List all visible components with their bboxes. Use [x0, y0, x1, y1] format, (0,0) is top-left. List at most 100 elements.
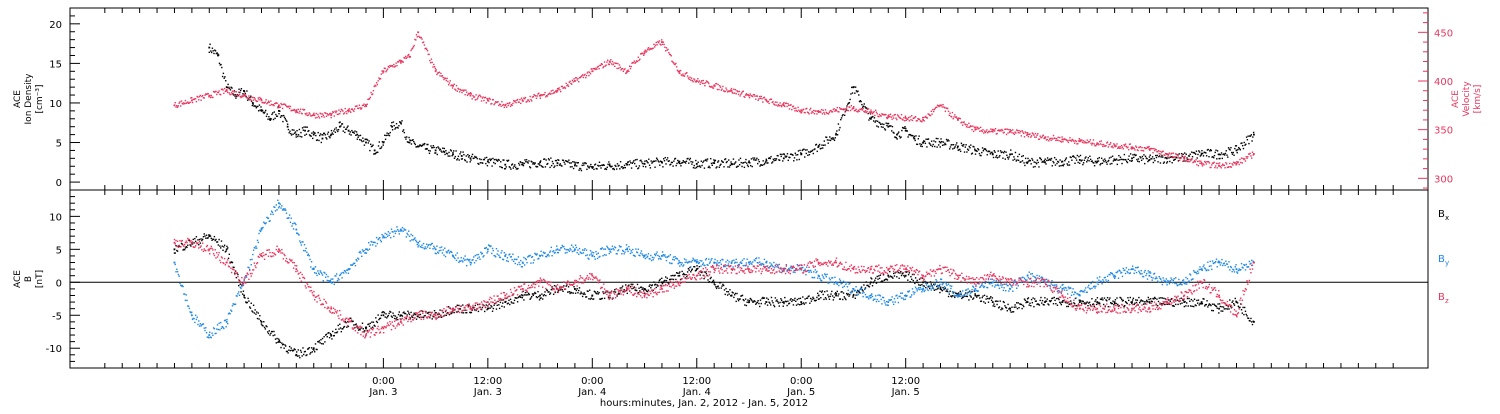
- velocity-dot: [754, 95, 755, 96]
- velocity-dot: [174, 105, 175, 106]
- density-dot: [463, 154, 464, 155]
- velocity-dot: [1050, 140, 1051, 141]
- density-dot: [1236, 152, 1237, 153]
- density-dot: [756, 158, 757, 159]
- b-component-x-dot: [352, 321, 353, 322]
- density-dot: [1104, 158, 1105, 159]
- density-dot: [650, 160, 651, 161]
- velocity-dot: [445, 78, 446, 79]
- density-dot: [1089, 156, 1090, 157]
- b-component-x-dot: [505, 301, 506, 302]
- b-component-x-dot: [989, 297, 990, 298]
- b-component-x-dot: [768, 299, 769, 300]
- b-component-x-dot: [526, 294, 527, 295]
- velocity-dot: [344, 112, 345, 113]
- b-component-x-dot: [396, 317, 397, 318]
- velocity-dot: [846, 107, 847, 108]
- velocity-dot: [878, 116, 879, 117]
- b-component-x-dot: [1096, 304, 1097, 305]
- b-component-x-dot: [563, 285, 564, 286]
- density-dot: [282, 121, 283, 122]
- b-component-y-dot: [496, 248, 497, 249]
- b-component-x-dot: [772, 302, 773, 303]
- b-component-x-dot: [820, 297, 821, 298]
- b-component-x-dot: [215, 239, 216, 240]
- density-dot: [334, 129, 335, 130]
- b-component-x-dot: [265, 328, 266, 329]
- b-component-x-dot: [527, 294, 528, 295]
- density-dot: [255, 105, 256, 106]
- velocity-dot: [697, 78, 698, 79]
- b-component-x-dot: [877, 278, 878, 279]
- velocity-dot: [797, 107, 798, 108]
- density-dot: [1162, 156, 1163, 157]
- density-dot: [344, 132, 345, 133]
- b-component-x-dot: [983, 301, 984, 302]
- b-component-y-dot: [324, 272, 325, 273]
- b-component-x-dot: [240, 291, 241, 292]
- density-dot: [1081, 159, 1082, 160]
- density-dot: [343, 127, 344, 128]
- b-component-y-dot: [212, 335, 213, 336]
- velocity-dot: [1177, 155, 1178, 156]
- b-component-x-dot: [497, 301, 498, 302]
- velocity-dot: [1231, 163, 1232, 164]
- velocity-dot: [321, 116, 322, 117]
- b-component-y-dot: [417, 244, 418, 245]
- density-dot: [658, 161, 659, 162]
- b-component-y-dot: [433, 246, 434, 247]
- b-component-x-dot: [290, 347, 291, 348]
- b-component-x-dot: [1242, 312, 1243, 313]
- bottom-ylabel-line: B: [24, 276, 34, 282]
- density-dot: [333, 130, 334, 131]
- density-dot: [841, 117, 842, 118]
- velocity-dot: [500, 104, 501, 105]
- b-component-x-point: [800, 301, 802, 303]
- density-dot: [283, 115, 284, 116]
- b-component-x-dot: [262, 325, 263, 326]
- b-component-x-point: [835, 295, 837, 297]
- density-dot: [872, 116, 873, 117]
- velocity-dot: [456, 85, 457, 86]
- b-component-y-dot: [325, 277, 326, 278]
- density-dot: [1108, 160, 1109, 161]
- b-component-x-point: [783, 301, 785, 303]
- velocity-dot: [668, 52, 669, 53]
- density-dot: [635, 159, 636, 160]
- b-component-x-dot: [576, 288, 577, 289]
- density-dot: [1009, 154, 1010, 155]
- b-component-y-dot: [507, 257, 508, 258]
- b-component-y-dot: [550, 250, 551, 251]
- b-component-x-dot: [484, 311, 485, 312]
- b-component-x-dot: [334, 335, 335, 336]
- b-component-x-dot: [417, 316, 418, 317]
- b-component-x-dot: [1116, 297, 1117, 298]
- b-component-x-dot: [1106, 300, 1107, 301]
- b-component-y-dot: [422, 247, 423, 248]
- velocity-point: [435, 70, 437, 72]
- b-component-x-dot: [303, 354, 304, 355]
- b-component-x-dot: [744, 304, 745, 305]
- b-component-y-dot: [300, 242, 301, 243]
- b-component-x-dot: [754, 301, 755, 302]
- density-dot: [842, 114, 843, 115]
- velocity-dot: [1208, 161, 1209, 162]
- b-component-x-dot: [1217, 307, 1218, 308]
- density-dot: [727, 166, 728, 167]
- b-component-x-dot: [499, 308, 500, 309]
- velocity-dot: [1245, 160, 1246, 161]
- velocity-dot: [431, 58, 432, 59]
- density-dot: [1227, 156, 1228, 157]
- b-component-x-dot: [248, 300, 249, 301]
- density-dot: [864, 103, 865, 104]
- b-component-y-dot: [423, 243, 424, 244]
- velocity-dot: [1102, 146, 1103, 147]
- velocity-dot: [572, 80, 573, 81]
- density-dot: [1215, 150, 1216, 151]
- b-component-x-dot: [1160, 297, 1161, 298]
- density-dot: [430, 150, 431, 151]
- density-dot: [817, 147, 818, 148]
- density-dot: [218, 54, 219, 55]
- b-component-x-dot: [1089, 302, 1090, 303]
